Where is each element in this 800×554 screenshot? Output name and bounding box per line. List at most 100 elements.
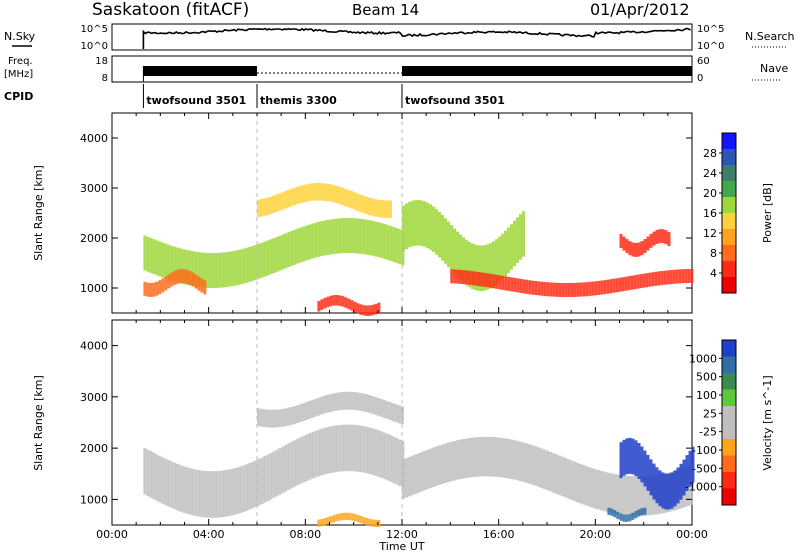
vel-scatter-cell xyxy=(374,396,377,415)
power-scatter-cell xyxy=(356,218,360,254)
vel-scatter-cell xyxy=(182,466,186,513)
vel-scatter-cell xyxy=(185,467,189,514)
power-scatter-cell xyxy=(311,223,315,259)
vel-scatter-cell xyxy=(302,435,306,483)
power-cbar-swatch-4 xyxy=(722,197,736,214)
power-scatter-cell xyxy=(634,243,638,257)
power-cbar-label-4: 20 xyxy=(703,187,717,200)
power-scatter-cell xyxy=(459,269,463,284)
vel-scatter-cell xyxy=(633,476,636,516)
vel-scatter-cell xyxy=(155,454,159,501)
power-scatter-cell xyxy=(236,250,240,286)
vel-scatter-cell xyxy=(365,394,368,413)
vel-scatter-cell xyxy=(371,519,375,527)
power-scatter-cell xyxy=(429,204,432,250)
power-scatter-cell xyxy=(326,296,330,308)
power-scatter-cell xyxy=(143,281,147,296)
vel-scatter-cell xyxy=(362,517,366,525)
power-scatter-cell xyxy=(631,242,635,257)
vel-scatter-cell xyxy=(380,399,383,417)
vel-scatter-cell xyxy=(350,513,354,521)
vel-scatter-cell xyxy=(534,446,537,486)
vel-scatter-cell xyxy=(272,409,275,428)
power-scatter-cell xyxy=(474,271,478,286)
vel-scatter-cell xyxy=(438,445,441,485)
velocity-y-axis: 1000 2000 3000 4000 xyxy=(80,340,692,506)
vel-scatter-cell xyxy=(323,518,327,526)
power-scatter-cell xyxy=(335,185,338,204)
vel-scatter-cell xyxy=(622,514,626,522)
power-scatter xyxy=(143,113,694,316)
power-scatter-cell xyxy=(353,192,356,210)
power-scatter-cell xyxy=(179,248,183,284)
power-scatter-cell xyxy=(332,218,336,254)
vel-scatter-cell xyxy=(552,453,555,493)
power-scatter-cell xyxy=(507,276,511,291)
vel-scatter-cell xyxy=(624,475,627,516)
vel-scatter-cell xyxy=(664,473,668,510)
vel-scatter-cell xyxy=(314,430,318,478)
power-scatter-cell xyxy=(269,196,272,215)
vel-scatter-cell xyxy=(320,428,324,476)
power-scatter-cell xyxy=(371,304,375,316)
vel-scatter-cell xyxy=(513,440,516,480)
vel-scatter-cell xyxy=(257,459,261,506)
power-scatter-cell xyxy=(320,183,323,201)
vel-scatter-cell xyxy=(338,425,342,472)
vel-scatter-cell xyxy=(284,408,287,427)
station-title: Saskatoon (fitACF) xyxy=(92,0,249,20)
freq-right-tick-bottom: 0 xyxy=(697,73,703,84)
power-scatter-cell xyxy=(365,219,369,255)
power-scatter-cell xyxy=(645,273,649,288)
power-scatter-cell xyxy=(652,231,656,246)
vel-scatter-cell xyxy=(311,431,315,479)
power-scatter-cell xyxy=(639,274,643,289)
vel-scatter-cell xyxy=(588,467,591,507)
vel-scatter-cell xyxy=(637,443,641,479)
vel-scatter-cell xyxy=(224,470,228,517)
vel-scatter-cell xyxy=(326,394,329,413)
power-scatter-cell xyxy=(492,241,495,287)
power-yticks-label-1: 2000 xyxy=(80,232,108,245)
power-scatter-cell xyxy=(630,275,634,290)
power-cbar-label-3: 16 xyxy=(703,207,717,220)
vel-scatter-cell xyxy=(392,436,396,484)
power-scatter-cell xyxy=(212,253,216,288)
noise-right-label: N.Search xyxy=(745,30,795,43)
vel-scatter-cell xyxy=(645,476,648,516)
power-scatter-cell xyxy=(341,218,345,254)
power-scatter-cell xyxy=(281,192,284,210)
power-scatter-cell xyxy=(398,229,402,265)
power-scatter-cell xyxy=(290,188,293,207)
power-scatter-cell xyxy=(335,295,339,306)
vel-yticks-label-1: 2000 xyxy=(80,442,108,455)
power-scatter-cell xyxy=(317,221,321,257)
power-scatter-cell xyxy=(197,276,201,291)
power-scatter-cell xyxy=(362,195,365,214)
vel-scatter-cell xyxy=(618,474,621,515)
power-scatter-cell xyxy=(305,184,308,202)
power-scatter-cell xyxy=(567,283,571,297)
vel-scatter-cell xyxy=(167,460,171,507)
vel-scatter-cell xyxy=(389,435,393,482)
vel-scatter-cell xyxy=(329,394,332,412)
power-scatter-cell xyxy=(456,269,460,284)
power-scatter-cell xyxy=(332,295,336,306)
power-scatter-cell xyxy=(643,239,647,253)
vel-scatter-cell xyxy=(245,464,249,511)
power-scatter-cell xyxy=(585,282,589,297)
velocity-colorbar: 1000 500 100 25 -25 -100 -500 -1000 xyxy=(685,339,737,506)
power-scatter-cell xyxy=(248,246,252,282)
vel-cbar-swatch-9 xyxy=(722,488,736,506)
power-scatter-cell xyxy=(278,235,282,271)
power-scatter-cell xyxy=(296,228,300,264)
vel-scatter-cell xyxy=(302,403,305,422)
vel-scatter-cell xyxy=(287,407,290,426)
vel-scatter-cell xyxy=(540,448,543,488)
cpid-segment-label-0: twofsound 3501 xyxy=(146,94,246,107)
vel-scatter-cell xyxy=(242,465,246,512)
time-axis-label: Time UT xyxy=(378,540,424,553)
power-scatter-cell xyxy=(495,274,499,289)
vel-scatter-cell xyxy=(564,457,567,498)
